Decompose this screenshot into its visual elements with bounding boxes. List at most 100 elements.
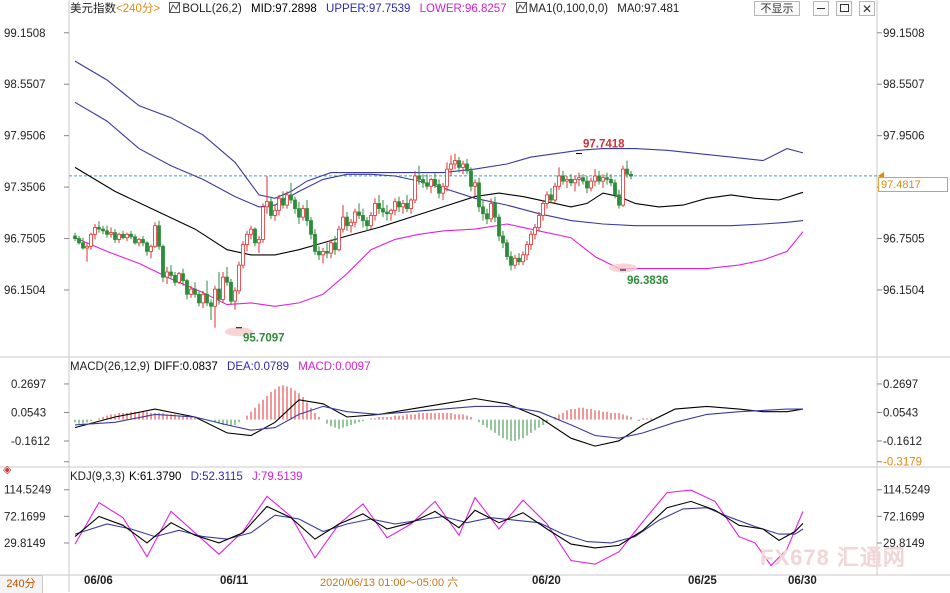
x-axis-label: 06/11: [220, 575, 249, 587]
candle-body: [489, 203, 493, 220]
macd-axis-label-left: 0.0543: [11, 407, 46, 419]
candle-body: [73, 235, 77, 239]
macd-dea: DEA:0.0789: [227, 361, 290, 373]
candle-body: [313, 233, 317, 252]
candle-body: [425, 182, 429, 187]
kdj-axis-label-right: 29.8149: [883, 538, 925, 550]
candle-body: [277, 197, 281, 211]
candle-body: [333, 242, 337, 251]
kdj-k-line: [74, 500, 804, 549]
kdj-d: D:52.3115: [190, 471, 243, 483]
candle-body: [537, 215, 541, 228]
candle-body: [609, 179, 613, 184]
candle-body: [621, 168, 625, 206]
macd-header: MACD(26,12,9) DIFF:0.0837 DEA:0.0789 MACD…: [70, 360, 376, 374]
kdj-axis-label-left: 72.1699: [4, 511, 46, 523]
candle-body: [193, 288, 197, 295]
candle-body: [573, 179, 577, 184]
candle-body: [297, 208, 301, 218]
candle-body: [493, 203, 497, 218]
ma-name: MA1(0,100,0,0): [528, 3, 609, 15]
candle-body: [361, 215, 365, 221]
price-axis-label-left: 98.5507: [4, 79, 46, 91]
candle-body: [121, 233, 125, 239]
candle-body: [613, 182, 617, 196]
candle-body: [457, 160, 461, 168]
candle-body: [381, 208, 385, 213]
x-axis-label: 06/06: [84, 575, 113, 587]
cursor-date-label: 2020/06/13 01:00～05:00 六: [320, 577, 459, 589]
candle-body: [577, 177, 581, 180]
candle-body: [149, 245, 153, 252]
candle-body: [145, 242, 149, 252]
candle-body: [317, 251, 321, 256]
candle-body: [157, 225, 161, 247]
candle-body: [509, 256, 513, 266]
candle-body: [553, 185, 557, 201]
candle-body: [429, 179, 433, 187]
candle-body: [289, 194, 293, 201]
kdj-j: J:79.5139: [252, 471, 303, 483]
candle-body: [89, 233, 93, 247]
candle-body: [413, 175, 417, 201]
hide-toggle-button[interactable]: 不显示: [754, 1, 800, 16]
main-header: 美元指数<240分> BOLL(26,2) MID:97.2898 UPPER:…: [70, 2, 685, 16]
candle-body: [173, 275, 177, 283]
candle-body: [101, 228, 105, 232]
candle-body: [525, 244, 529, 256]
candle-body: [605, 177, 609, 180]
candle-body: [225, 276, 229, 283]
candle-body: [365, 220, 369, 227]
candle-body: [153, 225, 157, 247]
candle-body: [353, 211, 357, 223]
candle-body: [561, 175, 565, 182]
candle-body: [497, 216, 501, 237]
price-axis-label-left: 96.7505: [4, 234, 46, 246]
candle-body: [569, 179, 573, 184]
macd-axis-label-right: -0.3179: [883, 457, 922, 469]
symbol-label: 美元指数: [70, 3, 116, 15]
candle-body: [625, 168, 629, 175]
candle-body: [249, 228, 253, 235]
candle-body: [325, 251, 329, 254]
candle-body: [285, 194, 289, 206]
candle-body: [257, 239, 261, 244]
candle-body: [109, 232, 113, 235]
candle-body: [301, 208, 305, 218]
macd-diff-line: [74, 397, 804, 447]
candle-body: [125, 233, 129, 239]
minimize-button[interactable]: [813, 1, 829, 16]
candle-body: [453, 160, 457, 165]
candle-body: [209, 302, 213, 307]
period-button[interactable]: 240分: [0, 575, 43, 593]
candle-body: [521, 254, 525, 263]
candle-body: [437, 184, 441, 194]
candle-body: [593, 175, 597, 182]
candle-body: [305, 208, 309, 221]
candle-body: [557, 175, 561, 187]
candle-body: [601, 177, 605, 182]
boll-lower: LOWER:96.8257: [419, 3, 507, 15]
candle-body: [269, 201, 273, 216]
candle-body: [169, 271, 173, 276]
candle-body: [421, 179, 425, 184]
candle-body: [197, 293, 201, 304]
candle-body: [213, 288, 217, 307]
annotation-label: 97.7418: [583, 139, 625, 151]
candle-body: [385, 211, 389, 215]
annotation-label: 96.3836: [627, 275, 669, 287]
macd-axis-label-right: -0.1612: [883, 436, 922, 448]
kdj-settings-icon[interactable]: ◈: [3, 464, 12, 476]
ma-value: MA0:97.481: [617, 3, 680, 15]
candle-body: [469, 170, 473, 187]
close-button[interactable]: ✕: [859, 1, 875, 16]
candle-body: [341, 216, 345, 230]
price-axis-label-right: 96.7505: [883, 234, 925, 246]
macd-axis-label-left: 0.2697: [11, 379, 46, 391]
maximize-button[interactable]: [836, 1, 852, 16]
candle-body: [389, 209, 393, 215]
low-marker: [225, 327, 253, 337]
candle-body: [481, 206, 485, 215]
macd-axis-label-right: 0.2697: [883, 379, 918, 391]
